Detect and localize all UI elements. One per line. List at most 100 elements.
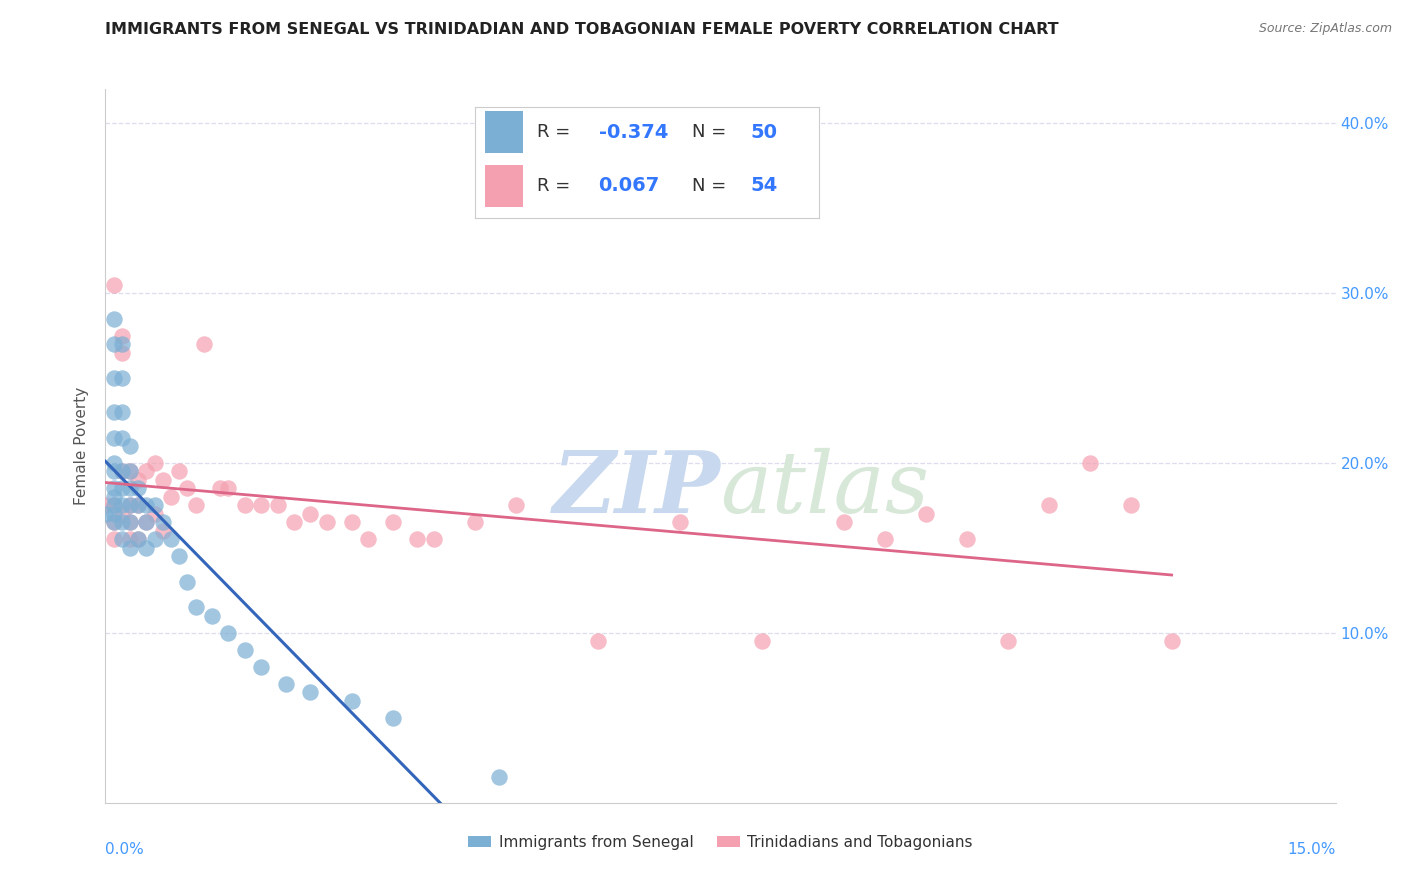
Point bbox=[127, 533, 149, 547]
Point bbox=[152, 516, 174, 530]
Point bbox=[111, 337, 134, 351]
Point bbox=[209, 482, 232, 496]
Point bbox=[751, 634, 773, 648]
Point bbox=[299, 507, 322, 521]
Point bbox=[406, 533, 429, 547]
Point bbox=[127, 499, 149, 513]
Point bbox=[120, 499, 141, 513]
Point bbox=[94, 499, 117, 513]
Point bbox=[1119, 499, 1142, 513]
Point bbox=[169, 465, 191, 479]
Point bbox=[283, 516, 305, 530]
Point bbox=[120, 482, 141, 496]
Point bbox=[94, 507, 117, 521]
Point bbox=[135, 541, 157, 555]
Point bbox=[274, 677, 297, 691]
Point bbox=[127, 499, 149, 513]
Text: R =: R = bbox=[537, 177, 575, 194]
Point bbox=[120, 541, 141, 555]
Point bbox=[143, 456, 166, 470]
Point bbox=[505, 499, 527, 513]
Point bbox=[956, 533, 979, 547]
Point bbox=[340, 694, 363, 708]
Point bbox=[120, 465, 141, 479]
Point bbox=[143, 507, 166, 521]
Point bbox=[184, 600, 207, 615]
Point bbox=[103, 516, 125, 530]
Point bbox=[152, 524, 174, 538]
Point bbox=[103, 507, 125, 521]
Y-axis label: Female Poverty: Female Poverty bbox=[75, 387, 90, 505]
Point bbox=[422, 533, 444, 547]
Point bbox=[135, 499, 157, 513]
Point bbox=[103, 465, 125, 479]
Point bbox=[668, 516, 690, 530]
Point bbox=[111, 371, 134, 385]
Point bbox=[357, 533, 380, 547]
Point bbox=[143, 533, 166, 547]
Point bbox=[111, 430, 134, 444]
Point bbox=[103, 311, 125, 326]
Point bbox=[120, 516, 141, 530]
Point bbox=[120, 465, 141, 479]
Text: N =: N = bbox=[692, 177, 731, 194]
Point bbox=[111, 345, 134, 359]
Point bbox=[233, 643, 256, 657]
Point bbox=[316, 516, 339, 530]
Point bbox=[152, 473, 174, 487]
Point bbox=[103, 337, 125, 351]
Point bbox=[111, 465, 134, 479]
Text: -0.374: -0.374 bbox=[599, 123, 668, 142]
Point bbox=[111, 328, 134, 343]
Point bbox=[184, 499, 207, 513]
Point bbox=[135, 516, 157, 530]
Point bbox=[111, 533, 134, 547]
Point bbox=[103, 490, 125, 504]
Point bbox=[111, 507, 134, 521]
Point bbox=[201, 608, 224, 623]
Point bbox=[218, 482, 240, 496]
Text: 50: 50 bbox=[751, 123, 778, 142]
Text: Source: ZipAtlas.com: Source: ZipAtlas.com bbox=[1258, 22, 1392, 36]
Point bbox=[586, 634, 609, 648]
Point bbox=[111, 499, 134, 513]
Point bbox=[103, 516, 125, 530]
Legend: Immigrants from Senegal, Trinidadians and Tobagonians: Immigrants from Senegal, Trinidadians an… bbox=[463, 829, 979, 855]
Point bbox=[176, 574, 198, 589]
Point bbox=[127, 473, 149, 487]
Point bbox=[176, 482, 198, 496]
Text: ZIP: ZIP bbox=[553, 447, 721, 531]
Point bbox=[111, 482, 134, 496]
Point bbox=[120, 439, 141, 453]
Point bbox=[120, 533, 141, 547]
Point bbox=[111, 516, 134, 530]
Point bbox=[233, 499, 256, 513]
Point bbox=[127, 482, 149, 496]
Point bbox=[250, 499, 273, 513]
Point bbox=[103, 456, 125, 470]
Point bbox=[103, 499, 125, 513]
Point bbox=[120, 516, 141, 530]
Point bbox=[120, 499, 141, 513]
Point bbox=[103, 277, 125, 292]
Point bbox=[193, 337, 215, 351]
Point bbox=[111, 465, 134, 479]
Point bbox=[997, 634, 1019, 648]
Point bbox=[340, 516, 363, 530]
Point bbox=[103, 371, 125, 385]
Point bbox=[103, 482, 125, 496]
Text: 0.067: 0.067 bbox=[599, 176, 659, 195]
Point bbox=[127, 533, 149, 547]
Point bbox=[832, 516, 855, 530]
Point bbox=[218, 626, 240, 640]
Point bbox=[914, 507, 936, 521]
Point bbox=[381, 516, 404, 530]
Point bbox=[103, 430, 125, 444]
Point bbox=[873, 533, 896, 547]
Bar bbox=[485, 164, 523, 207]
Point bbox=[250, 660, 273, 674]
Point bbox=[135, 465, 157, 479]
Text: IMMIGRANTS FROM SENEGAL VS TRINIDADIAN AND TOBAGONIAN FEMALE POVERTY CORRELATION: IMMIGRANTS FROM SENEGAL VS TRINIDADIAN A… bbox=[105, 22, 1059, 37]
Point bbox=[135, 516, 157, 530]
Point bbox=[1038, 499, 1060, 513]
